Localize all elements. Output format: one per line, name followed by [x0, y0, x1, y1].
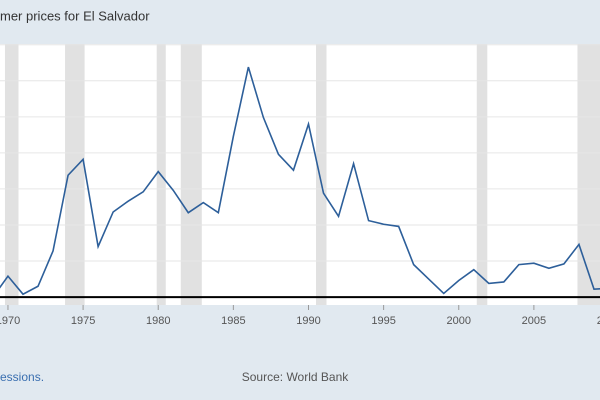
- x-tick-label: 1980: [146, 315, 170, 327]
- source: Source: World Bank: [242, 370, 349, 384]
- plot-area: [0, 44, 600, 305]
- recession-band: [577, 44, 600, 305]
- recession-band: [180, 44, 202, 305]
- x-tick-label: 2010: [597, 315, 600, 327]
- x-tick-label: 2000: [447, 315, 471, 327]
- series-line: [0, 66, 600, 296]
- x-tick-label: 1970: [0, 315, 20, 327]
- x-tick-label: 2005: [522, 315, 546, 327]
- x-tick-label: 1990: [296, 315, 320, 327]
- chart-title: mer prices for El Salvador: [0, 8, 150, 23]
- recession-band: [476, 44, 488, 305]
- x-tick-label: 1995: [371, 315, 395, 327]
- recession-band: [65, 44, 85, 305]
- recession-note[interactable]: essions.: [0, 370, 44, 384]
- recession-band: [316, 44, 327, 305]
- recession-band: [4, 44, 19, 305]
- plot: [0, 44, 600, 305]
- x-tick-label: 1985: [221, 315, 245, 327]
- x-tick-label: 1975: [71, 315, 95, 327]
